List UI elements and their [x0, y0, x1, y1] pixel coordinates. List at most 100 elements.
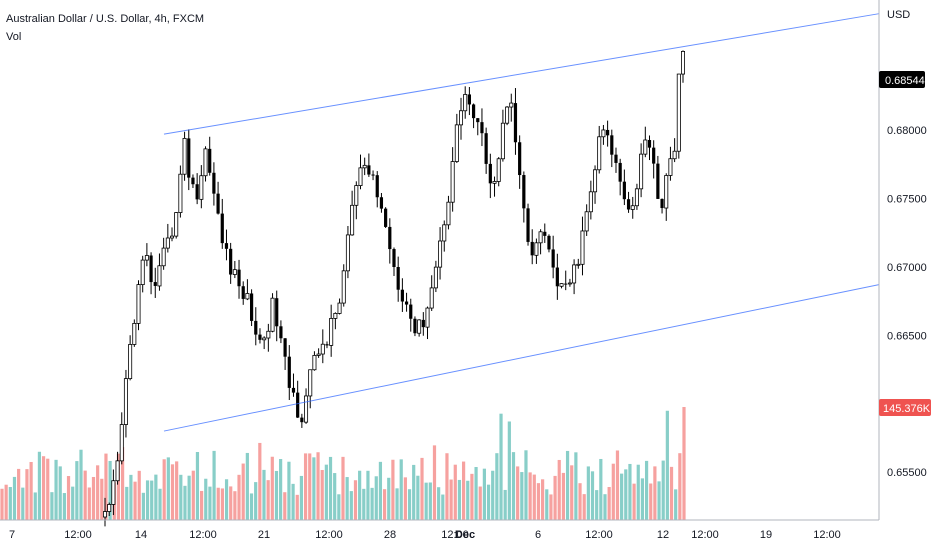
volume-bar [145, 480, 150, 520]
candle-body [103, 511, 108, 518]
volume-bar [644, 460, 649, 520]
volume-bar [25, 469, 29, 520]
candle-body [496, 158, 501, 182]
volume-bar [66, 476, 71, 520]
candle-body [232, 269, 237, 275]
time-tick-label: 12:00 [585, 529, 613, 541]
symbol-legend[interactable]: Australian Dollar / U.S. Dollar, 4h, FXC… [6, 13, 204, 25]
volume-bar [503, 489, 507, 520]
candle-body [413, 318, 417, 334]
volume-bar [374, 476, 378, 520]
candle-body [262, 337, 267, 341]
candle-body [471, 104, 476, 119]
candle-body [333, 312, 338, 319]
candle-body [279, 326, 283, 339]
volume-bar [75, 461, 79, 520]
volume-bar [120, 447, 125, 520]
candle-body [664, 175, 669, 209]
candle-body [530, 241, 534, 256]
candle-body [287, 356, 291, 388]
volume-bar [432, 445, 437, 520]
volume-bar [187, 475, 191, 520]
volume-bar [532, 474, 536, 520]
time-tick-label: 7 [9, 529, 15, 541]
volume-bar [224, 479, 229, 520]
volume-bar [133, 481, 137, 520]
candle-body [182, 137, 187, 175]
volume-bar [428, 482, 432, 520]
volume-bar [83, 470, 87, 520]
volume-bar [470, 473, 474, 520]
candle-body [345, 234, 350, 272]
candle-body [417, 319, 422, 334]
volume-bar [345, 477, 349, 520]
candle-body [522, 175, 526, 209]
candle-body [647, 139, 652, 148]
volume-bar [358, 470, 362, 520]
volume-bar [46, 458, 50, 520]
volume-bar [399, 459, 403, 520]
volume-bar [461, 461, 466, 520]
volume-bar [58, 466, 62, 520]
volume-value-text: 145.376K [883, 403, 931, 415]
candle-body [559, 283, 564, 287]
candle-body [149, 255, 153, 283]
current-price-badge: 0.68544 [879, 71, 925, 88]
volume-bar [574, 452, 578, 520]
candle-body [379, 197, 384, 209]
time-tick-label: 12:00 [64, 529, 92, 541]
candle-body [467, 94, 471, 105]
volume-bar [129, 474, 133, 520]
volume-bar [536, 483, 541, 520]
candle-body [492, 181, 497, 184]
volume-bar [657, 481, 661, 520]
time-tick-label: 28 [384, 529, 396, 541]
volume-bar [308, 453, 312, 520]
volume-bar [516, 466, 520, 520]
candle-body [275, 298, 279, 327]
candle-body [308, 369, 313, 397]
volume-bar [150, 480, 154, 520]
volume-bar [570, 465, 574, 520]
price-axis-ticks[interactable]: 0.65500 0.66500 0.67000 0.67500 0.68000 [887, 125, 927, 479]
candle-body [165, 237, 170, 249]
volume-bar [416, 475, 420, 520]
volume-bar [395, 488, 399, 520]
time-tick-label: 6 [535, 529, 541, 541]
volume-bar [166, 457, 170, 520]
candle-body [463, 94, 468, 112]
volume-bar [328, 456, 333, 520]
volume-bar [291, 483, 295, 520]
volume-bar [179, 474, 183, 520]
candle-body [509, 102, 514, 108]
candle-body [358, 167, 363, 186]
candle-body [203, 148, 208, 177]
upper-channel-line[interactable] [163, 13, 880, 135]
time-tick-label: 12:00 [691, 529, 719, 541]
volume-bar [208, 486, 212, 520]
volume-bar [283, 492, 287, 520]
volume-bar [491, 470, 495, 520]
volume-bar [62, 493, 66, 520]
volume-bar [457, 479, 462, 520]
lower-channel-line[interactable] [163, 284, 880, 432]
volume-bar [50, 492, 54, 520]
volume-bar [466, 480, 470, 520]
candle-body [404, 301, 409, 305]
candle-body [174, 212, 179, 237]
volume-bar [565, 450, 570, 520]
candle-body [178, 173, 183, 213]
candle-body [538, 231, 543, 244]
candle-body [111, 480, 116, 505]
trendline-layer[interactable] [163, 13, 880, 432]
volume-bar [620, 473, 624, 520]
volume-bar [279, 459, 283, 520]
volume-legend[interactable]: Vol [6, 31, 21, 43]
volume-bar [233, 491, 237, 520]
price-tick-label: 0.65500 [887, 467, 927, 479]
candle-body [551, 249, 555, 268]
candle-body [316, 353, 321, 356]
